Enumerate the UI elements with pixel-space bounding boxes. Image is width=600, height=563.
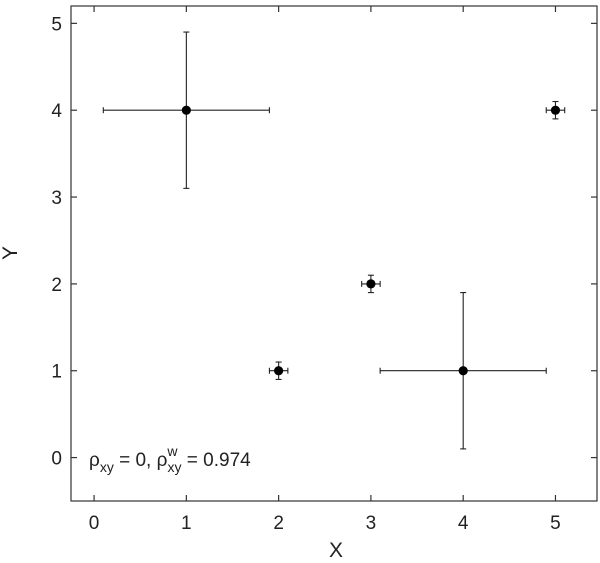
annotation-sub-2: xy bbox=[168, 459, 182, 475]
annotation-sup: w bbox=[166, 443, 178, 459]
tick-labels: 0 1 2 3 4 5 0 1 2 3 4 5 bbox=[51, 14, 560, 534]
x-axis-label: X bbox=[329, 539, 343, 562]
y-tick-label: 3 bbox=[51, 188, 62, 209]
data-point-4 bbox=[458, 366, 468, 376]
x-tick-label: 5 bbox=[550, 513, 561, 534]
data-point-1 bbox=[181, 105, 191, 115]
annotation-tail: = 0.974 bbox=[182, 450, 252, 471]
y-tick-label: 0 bbox=[51, 449, 62, 470]
x-tick-label: 1 bbox=[181, 513, 192, 534]
error-bars bbox=[102, 31, 566, 450]
data-point-2 bbox=[274, 366, 284, 376]
annotation-rho: ρ bbox=[89, 450, 100, 471]
x-tick-label: 0 bbox=[89, 513, 100, 534]
data-points bbox=[181, 105, 561, 376]
plot-frame bbox=[70, 5, 598, 502]
x-tick-label: 2 bbox=[273, 513, 284, 534]
y-axis-label: Y bbox=[0, 246, 22, 260]
correlation-annotation: ρxy = 0, ρw xy = 0.974 bbox=[89, 443, 251, 475]
y-tick-label: 2 bbox=[51, 275, 62, 296]
y-tick-label: 1 bbox=[51, 362, 62, 383]
axis-ticks bbox=[71, 6, 597, 501]
data-point-5 bbox=[550, 105, 561, 115]
annotation-mid: = 0, ρ bbox=[114, 450, 168, 471]
x-tick-label: 4 bbox=[458, 513, 469, 534]
data-point-3 bbox=[366, 279, 376, 289]
y-tick-label: 5 bbox=[51, 14, 62, 35]
y-tick-label: 4 bbox=[51, 101, 62, 122]
annotation-sub-1: xy bbox=[100, 459, 114, 475]
x-tick-label: 3 bbox=[366, 513, 377, 534]
